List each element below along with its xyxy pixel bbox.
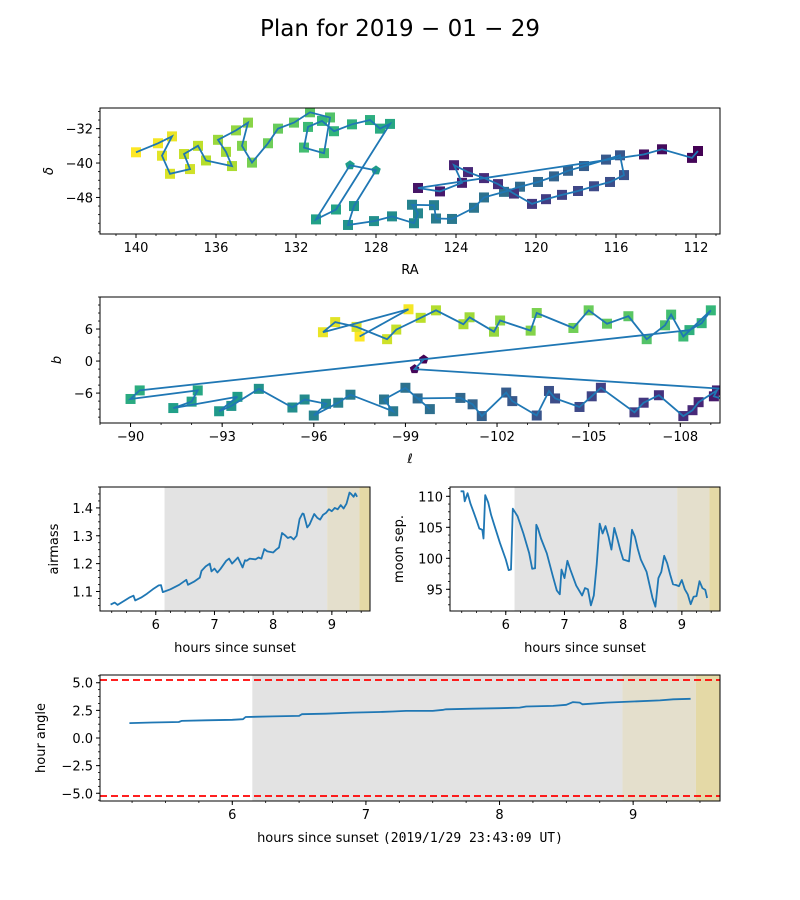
radec-xtick-label: 136 [204,241,229,256]
airmass-twilight-band [359,487,370,611]
hourangle-ytick-label: −2.5 [61,760,93,775]
airmass-plot-area [110,487,370,611]
airmass-ytick-label: 1.2 [72,558,93,573]
hourangle-panel: 6 7 8 9 5.0 2.5 0.0 −2.5 −5.0 [61,674,721,823]
moonsep-frame [449,486,721,612]
hourangle-ytick-label: 0.0 [72,732,93,747]
radec-xtick-label: 128 [364,241,389,256]
galactic-ytick-label: 0 [85,355,93,370]
radec-ytick-label: −40 [66,157,93,172]
airmass-series-line [110,491,358,606]
hourangle-ylabel: hour angle [34,703,49,773]
airmass-panel: 6 7 8 9 1.1 1.2 1.3 1.4 [72,486,371,633]
moonsep-ytick-label: 95 [426,583,443,598]
moonsep-twilight-band [677,487,710,611]
moonsep-xlabel: hours since sunset [524,641,646,656]
hourangle-series-line [129,697,691,724]
moonsep-ylabel: moon sep. [392,515,407,583]
airmass-frame [99,486,371,612]
radec-xtick-label: 132 [284,241,309,256]
hourangle-xtick-label: 9 [629,808,637,823]
airmass-ytick-label: 1.3 [72,530,93,545]
moonsep-ytick-label: 105 [418,521,443,536]
galactic-xtick-label: −93 [208,430,235,445]
hourangle-twilight-band [695,675,720,801]
moonsep-ytick-label: 110 [418,490,443,505]
galactic-panel: −90 −93 −96 −99 −102 −105 −108 6 0 −6 [74,296,756,445]
hourangle-xlabel: hours since sunset (2019/1/29 23:43:09 U… [257,831,563,846]
hourangle-plot-area [100,675,720,801]
hourangle-xlabel-suffix: (2019/1/29 23:43:09 UT) [383,831,563,846]
radec-path-line [135,111,699,227]
radec-plot-area [131,108,703,230]
hourangle-ytick-label: 5.0 [72,677,93,692]
hourangle-frame [99,674,721,802]
radec-ylabel: δ [42,167,57,175]
radec-xtick-label: 116 [604,241,629,256]
moonsep-xtick-label: 6 [502,618,510,633]
hourangle-xlabel-text: hours since sunset [257,831,379,846]
radec-panel: 140 136 132 128 124 120 116 112 −32 −40 −48 [66,107,721,256]
radec-xtick-label: 124 [444,241,469,256]
galactic-xtick-label: −105 [571,430,607,445]
galactic-point [727,384,737,394]
galactic-frame [99,296,721,424]
radec-ytick-label: −48 [66,191,93,206]
hourangle-twilight-band [252,675,623,801]
airmass-xtick-label: 6 [152,618,160,633]
moonsep-plot-area [460,487,720,611]
galactic-plot-area [125,304,756,422]
galactic-ylabel: b [50,356,65,364]
airmass-twilight-band [327,487,360,611]
moonsep-ytick-label: 100 [418,552,443,567]
airmass-ytick-label: 1.4 [72,502,93,517]
airmass-xlabel: hours since sunset [174,641,296,656]
moonsep-xtick-label: 9 [678,618,686,633]
radec-xlabel: RA [401,263,419,278]
galactic-path-line [127,308,720,418]
airmass-ylabel: airmass [47,523,62,574]
galactic-xtick-label: −96 [300,430,327,445]
galactic-xtick-label: −99 [392,430,419,445]
galactic-point [736,400,746,410]
figure-title: Plan for 2019 − 01 − 29 [260,16,540,42]
moonsep-panel: 6 7 8 9 95 100 105 110 [418,486,721,633]
radec-xtick-label: 120 [524,241,549,256]
galactic-point [746,409,756,419]
radec-frame [99,107,721,235]
hourangle-twilight-band [622,675,696,801]
moonsep-xtick-label: 8 [619,618,627,633]
airmass-xtick-label: 7 [210,618,218,633]
airmass-xtick-label: 9 [328,618,336,633]
galactic-xtick-label: −108 [662,430,698,445]
airmass-xtick-label: 8 [269,618,277,633]
radec-xtick-label: 112 [684,241,709,256]
moonsep-twilight-band [709,487,720,611]
galactic-ytick-label: 6 [85,323,93,338]
moonsep-twilight-band [514,487,678,611]
hourangle-xtick-label: 8 [495,808,503,823]
airmass-ytick-label: 1.1 [72,585,93,600]
hourangle-xtick-label: 7 [362,808,370,823]
galactic-xlabel: ℓ [406,452,412,467]
galactic-xtick-label: −90 [117,430,144,445]
radec-ytick-label: −32 [66,123,93,138]
hourangle-ytick-label: 2.5 [72,704,93,719]
galactic-ytick-label: −6 [74,387,93,402]
airmass-twilight-band [164,487,328,611]
moonsep-xtick-label: 7 [560,618,568,633]
hourangle-xtick-label: 6 [228,808,236,823]
hourangle-ytick-label: −5.0 [61,787,93,802]
galactic-xtick-label: −102 [479,430,515,445]
moonsep-series-line [460,490,708,608]
radec-xtick-label: 140 [124,241,149,256]
